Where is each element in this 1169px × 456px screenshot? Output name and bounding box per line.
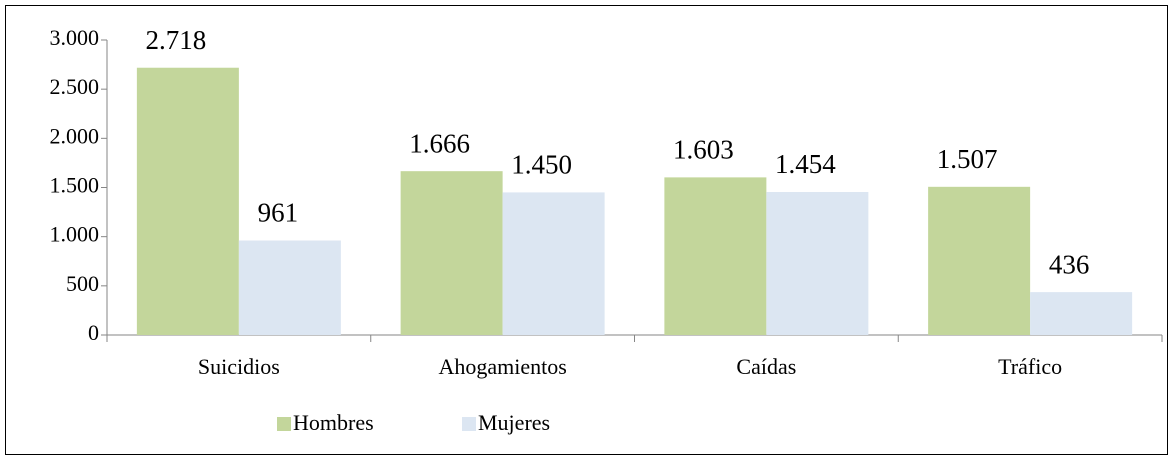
y-tick-label: 3.000	[50, 25, 100, 50]
bar	[502, 192, 605, 335]
data-label: 436	[1049, 249, 1090, 279]
data-label: 2.718	[146, 25, 207, 55]
bar	[664, 177, 767, 335]
bar	[928, 186, 1031, 335]
data-label: 1.507	[937, 144, 998, 174]
y-tick-label: 2.500	[50, 74, 100, 99]
bar	[1030, 292, 1133, 335]
data-label: 1.450	[511, 150, 572, 180]
bar	[136, 67, 239, 335]
legend-swatch	[462, 417, 476, 431]
x-tick-label: Ahogamientos	[438, 354, 566, 379]
data-label: 1.454	[775, 149, 836, 179]
data-label: 1.666	[409, 128, 470, 158]
bar	[400, 171, 503, 335]
x-tick-label: Caídas	[736, 354, 796, 379]
x-tick-label: Suicidios	[198, 354, 280, 379]
legend-label: Mujeres	[478, 410, 550, 435]
bar	[238, 240, 341, 335]
y-tick-label: 1.500	[50, 173, 100, 198]
y-tick-label: 500	[66, 271, 99, 296]
x-tick-label: Tráfico	[998, 354, 1062, 379]
y-tick-label: 0	[88, 320, 99, 345]
legend-swatch	[277, 417, 291, 431]
y-tick-label: 1.000	[50, 222, 100, 247]
y-tick-label: 2.000	[50, 123, 100, 148]
data-label: 1.603	[673, 135, 734, 165]
chart-frame	[5, 5, 1168, 455]
bar	[766, 192, 869, 335]
data-label: 961	[258, 198, 299, 228]
legend-label: Hombres	[293, 410, 374, 435]
